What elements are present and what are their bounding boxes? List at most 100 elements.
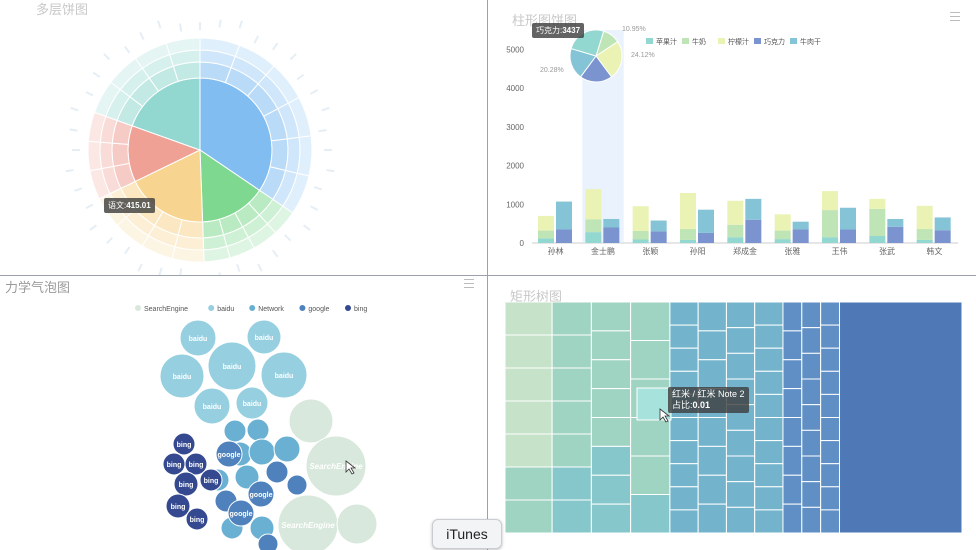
x-tick-label: 金士鹏	[591, 246, 615, 256]
bubble-circle	[234, 464, 260, 490]
treemap-chart[interactable]	[488, 276, 976, 550]
sunburst-panel: 多层饼图 语文:415.01	[0, 0, 487, 275]
treemap-cell	[551, 499, 592, 534]
treemap-cell	[590, 445, 632, 476]
searchengine-bubble: SearchEngine	[277, 494, 339, 550]
tooltip-label: 占比:	[672, 400, 693, 410]
bar-segment	[727, 224, 744, 238]
bar-segment	[603, 218, 620, 228]
x-tick-label: 张颖	[642, 246, 658, 256]
bar-segment	[792, 221, 809, 230]
treemap-cell	[669, 301, 699, 326]
treemap-cell	[754, 370, 784, 395]
menu-icon[interactable]	[950, 12, 960, 21]
bubble-circle	[246, 319, 282, 355]
sunburst-outer-label	[302, 224, 311, 231]
legend-swatch	[754, 38, 761, 44]
bubble-circle	[185, 507, 209, 531]
tooltip-value: 3437	[562, 26, 581, 35]
sunburst-outer-label	[85, 203, 94, 210]
treemap-cell	[504, 433, 553, 468]
bubble-circle	[179, 319, 217, 357]
treemap-cell	[590, 388, 632, 418]
panel-title: 矩形树图	[510, 290, 563, 305]
bar-segment	[538, 230, 554, 239]
baidu-bubble: baidu	[193, 387, 231, 425]
bubble-label: bing	[204, 478, 219, 485]
bing-bubble: bing	[173, 471, 199, 497]
treemap-cell	[801, 455, 822, 483]
bubble-label: bing	[189, 462, 204, 469]
bar-segment	[632, 206, 649, 231]
tooltip-path: 红米 / 红米 Note 2	[672, 389, 745, 399]
sunburst-outer-label	[236, 263, 241, 273]
sunburst-outer-label	[218, 272, 221, 275]
sunburst-outer-label	[74, 187, 83, 192]
google-bubble: google	[215, 440, 243, 468]
treemap-cell	[590, 301, 632, 332]
itunes-dock-label[interactable]: iTunes	[432, 519, 502, 549]
sunburst-outer-label	[313, 186, 323, 191]
legend-swatch	[646, 38, 653, 44]
google-bubble	[265, 460, 289, 484]
y-tick-label: 0	[520, 239, 525, 248]
legend-marker	[208, 305, 215, 311]
sunburst-outer-label	[178, 23, 183, 32]
sunburst-outer-label	[310, 205, 319, 211]
bubble-label: google	[250, 492, 273, 499]
bing-bubble: bing	[184, 452, 208, 476]
x-tick-label: 韩文	[926, 246, 942, 256]
legend-label: 牛奶	[692, 37, 706, 46]
network-bubble	[273, 435, 301, 463]
bar-segment	[774, 214, 791, 231]
bubble-circle	[184, 452, 208, 476]
bubble-label: google	[218, 452, 241, 459]
treemap-cell	[590, 359, 632, 390]
bubble-circle	[223, 419, 247, 443]
sunburst-ring-segment	[284, 136, 301, 174]
bar-segment	[538, 238, 554, 243]
bubble-label: bing	[177, 442, 192, 449]
treemap-cell	[725, 327, 756, 354]
bar-segment	[680, 239, 696, 243]
google-bubble: google	[247, 480, 275, 508]
bubble-circle	[336, 503, 378, 545]
treemap-cell	[820, 324, 841, 349]
bing-bubble: bing	[172, 432, 196, 456]
sunburst-outer-label	[296, 73, 305, 81]
treemap-cell	[697, 474, 727, 505]
treemap-cell	[801, 404, 822, 431]
treemap-cell	[820, 417, 841, 442]
treemap-cell	[697, 503, 727, 534]
sunburst-ring-segment	[165, 37, 201, 56]
bubble-chart[interactable]: SearchEngine baidu Network google bing baidu b…	[0, 276, 487, 550]
treemap-cell	[697, 301, 727, 332]
searchengine-bubble: SearchEngine	[305, 435, 367, 497]
sunburst-ring-segment	[269, 138, 289, 172]
treemap-cell	[725, 352, 756, 380]
google-bubble	[257, 533, 279, 550]
treemap-cell	[669, 347, 699, 372]
treemap-cell	[820, 301, 841, 326]
sunburst-outer-label	[272, 42, 279, 51]
bubble-circle	[165, 493, 191, 519]
mouse-cursor-icon	[345, 460, 357, 475]
bar-segment	[556, 229, 572, 243]
x-tick-label: 孙阳	[690, 246, 706, 256]
treemap-cell	[820, 370, 841, 395]
tooltip-name: 巧克力	[536, 26, 560, 35]
pie-label: 24.12%	[631, 52, 655, 59]
treemap-cell	[782, 301, 803, 332]
x-tick-label: 郑成金	[733, 246, 757, 256]
sunburst-chart[interactable]	[0, 0, 487, 275]
bar-segment	[934, 217, 951, 231]
legend-marker	[135, 305, 141, 311]
bubble-label: baidu	[223, 364, 242, 371]
treemap-cell	[754, 509, 784, 534]
treemap-cell	[782, 388, 803, 418]
treemap-panel: 矩形树图 红米 / 红米 Note 2 占比:0.01	[488, 276, 976, 550]
bar-chart[interactable]: 0 1000 2000 3000 4000 5000 孙林 金士鹏 张颖 孙阳 郑成金 张雅 王伟 张武 韩…	[488, 0, 976, 275]
bar-segment	[680, 193, 696, 230]
horizontal-divider	[0, 275, 976, 276]
menu-icon[interactable]	[464, 279, 474, 288]
